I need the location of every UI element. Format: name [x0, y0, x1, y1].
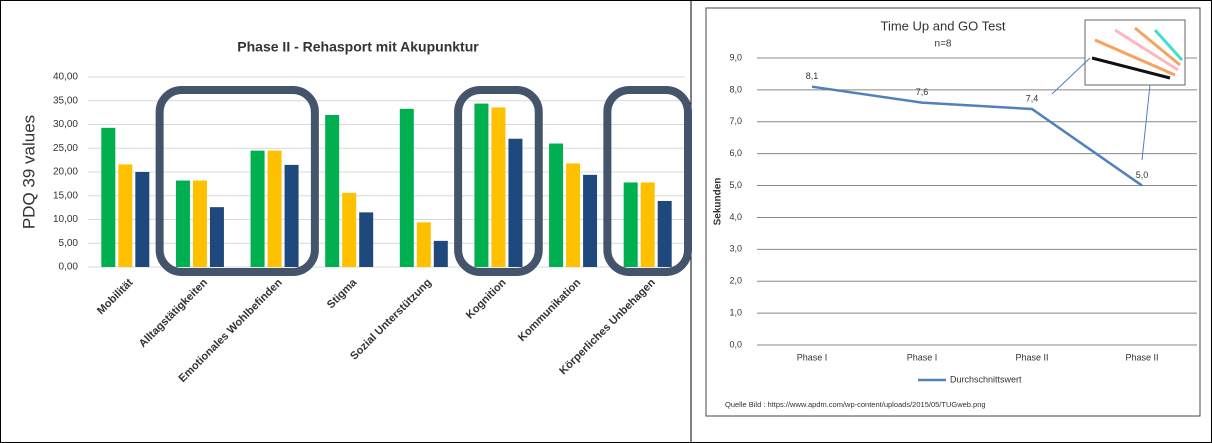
y-tick-label: 7,0 — [729, 116, 742, 126]
arrow — [1141, 84, 1151, 161]
chart-subtitle: n=8 — [935, 39, 952, 50]
needle — [1153, 28, 1184, 62]
y-tick-label: 0,0 — [729, 339, 742, 349]
y-tick-label: 35,00 — [53, 95, 78, 106]
highlight-frame — [454, 86, 543, 276]
bar — [175, 180, 190, 267]
inset-box — [1084, 19, 1186, 86]
data-label: 7,4 — [1026, 93, 1039, 103]
x-tick-label: Mobilität — [95, 276, 136, 317]
chart-title: Time Up and GO Test — [881, 18, 1006, 33]
bar — [566, 163, 581, 267]
y-tick-label: 20,00 — [53, 167, 78, 178]
y-axis-label: Sekunden — [713, 178, 724, 226]
data-label: 8,1 — [806, 71, 819, 81]
line — [811, 85, 1143, 187]
data-label: 5,0 — [1136, 170, 1149, 180]
bar — [416, 222, 431, 267]
needle — [1094, 38, 1176, 77]
bar — [192, 180, 207, 267]
highlight-frame — [603, 86, 692, 276]
bar — [583, 174, 598, 267]
x-tick-label: Phase II — [1015, 352, 1048, 362]
y-tick-label: 8,0 — [729, 84, 742, 94]
bar — [433, 240, 448, 267]
y-tick-label: 40,00 — [53, 72, 78, 83]
highlight-frame — [155, 86, 319, 276]
legend-label: Durchschnittswert — [950, 374, 1022, 384]
y-tick-label: 3,0 — [729, 244, 742, 254]
y-tick-label: 4,0 — [729, 212, 742, 222]
x-tick-label: Alltagstätigkeiten — [137, 276, 211, 350]
data-label: 7,6 — [916, 87, 929, 97]
y-tick-label: 10,00 — [53, 214, 78, 225]
y-tick-label: 6,0 — [729, 148, 742, 158]
x-tick-label: Stigma — [325, 276, 360, 311]
bar — [491, 107, 506, 268]
bar — [250, 150, 265, 267]
needle — [1134, 26, 1181, 67]
x-tick-label: Kognition — [464, 277, 509, 322]
bar — [508, 138, 523, 267]
arrow — [1051, 57, 1091, 95]
source-note: Quelle Bild : https://www.apdm.com/wp-co… — [725, 400, 986, 409]
y-axis-label: PDQ 39 values — [19, 115, 38, 229]
right-frame — [705, 7, 1201, 417]
bar — [399, 108, 414, 267]
bar — [474, 103, 489, 267]
bar — [101, 127, 116, 267]
bar — [359, 212, 374, 267]
x-tick-label: Phase I — [907, 352, 938, 362]
y-tick-label: 25,00 — [53, 143, 78, 154]
bar — [267, 150, 282, 267]
x-tick-label: Phase II — [1125, 352, 1158, 362]
y-tick-label: 1,0 — [729, 307, 742, 317]
x-tick-label: Kommunikation — [516, 277, 583, 344]
bar — [284, 164, 299, 267]
y-tick-label: 0,00 — [59, 262, 79, 273]
x-tick-label: Sozial Unterstützung — [348, 277, 434, 363]
bar — [325, 115, 340, 267]
chart-title: Phase II - Rehasport mit Akupunktur — [237, 39, 479, 55]
y-tick-label: 15,00 — [53, 190, 78, 201]
bar — [657, 200, 672, 267]
bar — [135, 172, 150, 267]
x-tick-label: Phase I — [797, 352, 828, 362]
bar — [118, 164, 133, 267]
inset-image — [1051, 19, 1186, 161]
bar — [623, 182, 638, 267]
bar — [549, 143, 564, 267]
bar — [640, 182, 655, 267]
y-tick-label: 9,0 — [729, 52, 742, 62]
needle — [1091, 56, 1171, 80]
bar — [342, 192, 357, 267]
y-tick-label: 30,00 — [53, 119, 78, 130]
needle — [1114, 28, 1179, 72]
y-tick-label: 5,00 — [59, 238, 79, 249]
y-tick-label: 2,0 — [729, 276, 742, 286]
y-tick-label: 5,0 — [729, 180, 742, 190]
bar — [209, 207, 224, 267]
